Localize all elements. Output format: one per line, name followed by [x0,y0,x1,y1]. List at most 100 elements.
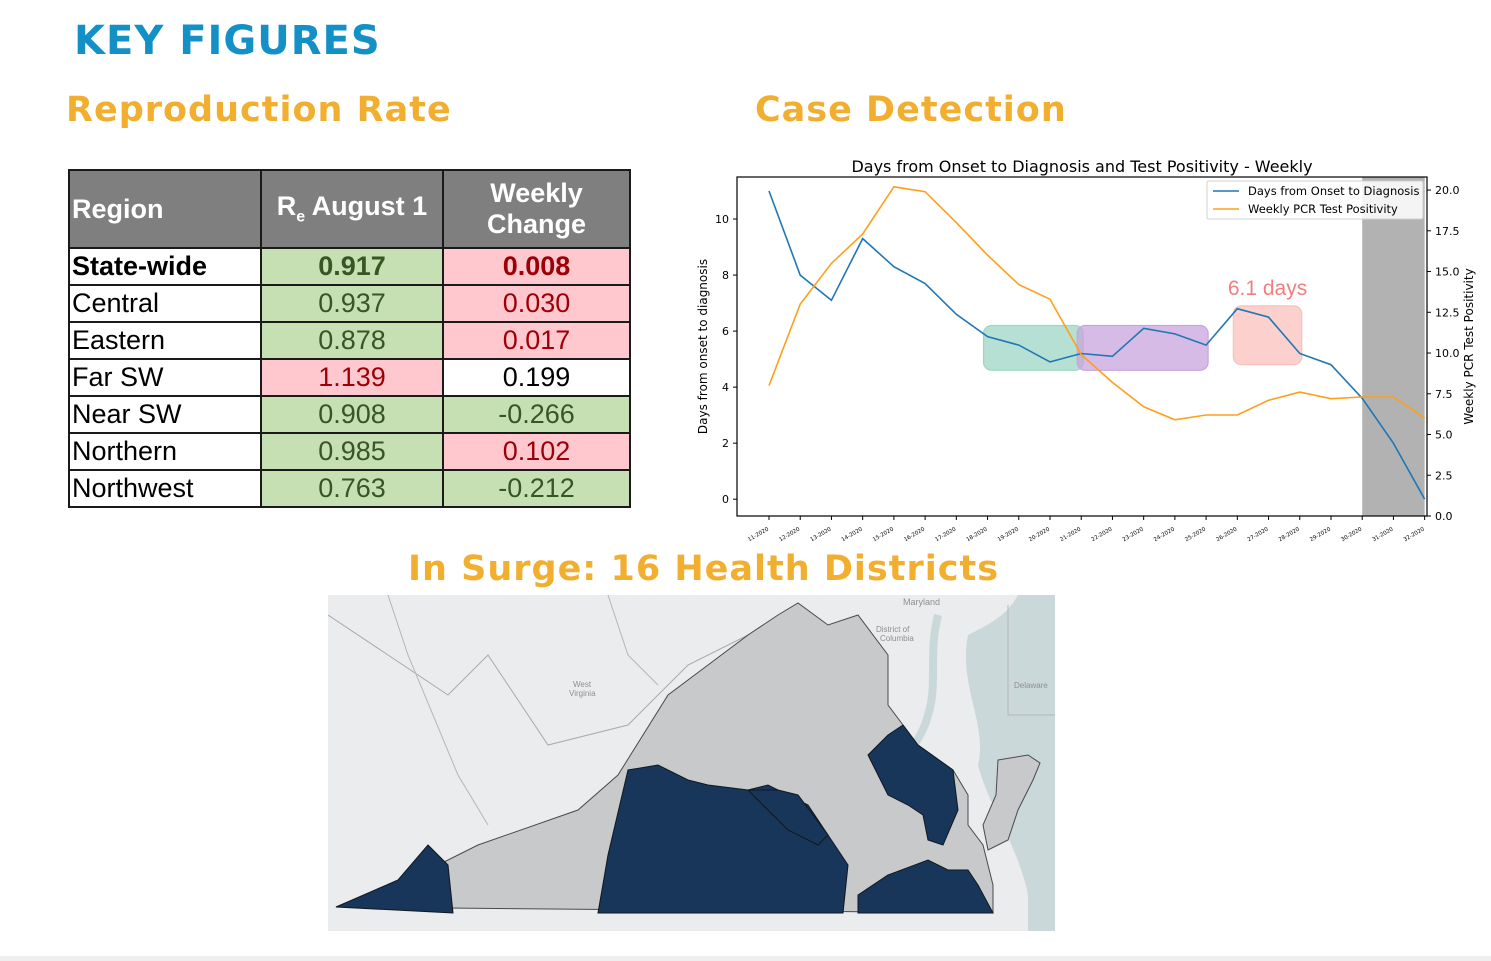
series-line-days-to-diagnosis [768,190,1426,500]
x-tick-label: 17-2020 [934,526,957,543]
table-row: Northern 0.985 0.102 [68,432,631,471]
y-tick-label: 4 [722,381,729,394]
table-row: Far SW 1.139 0.199 [68,358,631,397]
plot-frame [736,176,1428,517]
x-tick-label: 15-2020 [872,526,895,543]
page-title: KEY FIGURES [74,18,381,64]
x-tick-label: 21-2020 [1059,526,1082,543]
y2-axis-label: Weekly PCR Test Positivity [1462,268,1476,424]
highlight-box [1076,324,1209,371]
y2-tick-label: 12.5 [1435,306,1460,319]
weekly-change-column-header: Weekly Change [442,169,631,249]
x-tick-label: 13-2020 [810,526,833,543]
x-tick-label: 32-2020 [1403,526,1426,543]
table-body: State-wide 0.917 0.008 Central 0.937 0.030 Eas… [68,247,631,508]
region-cell: Northern [68,432,262,471]
legend-box [1206,180,1424,220]
table-row: State-wide 0.917 0.008 [68,247,631,286]
y-tick-label: 0 [722,493,729,506]
x-tick-label: 26-2020 [1215,526,1238,543]
x-tick-label: 28-2020 [1278,526,1301,543]
footer-divider [0,956,1491,961]
y-tick-label: 2 [722,437,729,450]
y-axis-label: Days from onset to diagnosis [696,259,710,434]
legend-label: Days from Onset to Diagnosis [1248,184,1419,198]
weekly-change-cell: 0.102 [442,432,631,471]
weekly-change-cell: 0.017 [442,321,631,360]
case-detection-chart: 6.1 days Days from Onset to Diagnosis and… [696,157,1476,543]
highlight-box [1232,305,1303,366]
x-tick-label: 27-2020 [1247,526,1270,543]
x-tick-label: 30-2020 [1340,526,1363,543]
region-cell: Near SW [68,395,262,434]
region-cell: Northwest [68,469,262,508]
region-column-header: Region [68,169,262,249]
eastern-shore [982,754,1041,851]
re-value-cell: 0.937 [260,284,444,323]
state-border-delaware [1007,605,1055,716]
weekly-change-cell: -0.212 [442,469,631,508]
weekly-change-cell: 0.199 [442,358,631,397]
delaware-label: Delaware [1014,681,1048,690]
x-tick-label: 11-2020 [747,526,770,543]
x-tick-label: 18-2020 [966,526,989,543]
virginia-surge-map: Maryland District of Columbia West Virgi… [328,595,1055,931]
re-column-header: Re August 1 [260,169,444,249]
region-cell: Central [68,284,262,323]
surge-district-lenowisco [335,844,454,914]
wv-label-line2: Virginia [569,689,596,698]
re-value-cell: 0.985 [260,432,444,471]
maryland-label: Maryland [903,597,940,607]
table-row: Near SW 0.908 -0.266 [68,395,631,434]
region-cell: Eastern [68,321,262,360]
table-header-row: Region Re August 1 Weekly Change [68,169,631,249]
x-tick-label: 14-2020 [841,526,864,543]
surge-heading: In Surge: 16 Health Districts [408,549,1000,589]
re-symbol: R [276,191,297,222]
table-row: Eastern 0.878 0.017 [68,321,631,360]
region-cell: State-wide [68,247,262,286]
x-tick-label: 19-2020 [997,526,1020,543]
re-value-cell: 0.763 [260,469,444,508]
x-tick-label: 29-2020 [1309,526,1332,543]
x-tick-label: 12-2020 [778,526,801,543]
x-tick-label: 16-2020 [903,526,926,543]
state-border-line [328,604,799,746]
re-subscript: e [296,208,306,226]
x-tick-label: 24-2020 [1153,526,1176,543]
case-detection-heading: Case Detection [755,90,1067,130]
legend-label: Weekly PCR Test Positivity [1248,202,1398,216]
y2-tick-label: 10.0 [1435,347,1460,360]
series-line-test-positivity [768,185,1426,421]
weekly-change-cell: 0.008 [442,247,631,286]
surge-district-three-rivers [867,724,959,846]
county-line [607,595,659,686]
y2-tick-label: 7.5 [1435,388,1453,401]
x-tick-label: 23-2020 [1122,526,1145,543]
y2-tick-label: 5.0 [1435,429,1453,442]
y2-tick-label: 0.0 [1435,510,1453,523]
weekly-change-header-line2: Change [486,209,586,239]
highlight-label: 6.1 days [1228,277,1307,300]
reproduction-rate-heading: Reproduction Rate [66,90,452,130]
x-tick-label: 25-2020 [1184,526,1207,543]
surge-district-piedmont [746,789,829,846]
x-tick-label: 22-2020 [1091,526,1114,543]
x-tick-label: 31-2020 [1372,526,1395,543]
y2-tick-label: 17.5 [1435,225,1460,238]
county-line [387,595,489,826]
table-row: Central 0.937 0.030 [68,284,631,323]
y2-tick-label: 2.5 [1435,469,1453,482]
x-tick-label: 20-2020 [1028,526,1051,543]
re-value-cell: 1.139 [260,358,444,397]
re-value-cell: 0.908 [260,395,444,434]
dc-label-line1: District of [876,625,910,634]
dc-label-line2: Columbia [880,634,914,643]
weekly-change-cell: -0.266 [442,395,631,434]
weekly-change-cell: 0.030 [442,284,631,323]
y2-tick-label: 20.0 [1435,184,1460,197]
table-row: Northwest 0.763 -0.212 [68,469,631,508]
shaded-region [1362,177,1425,516]
reproduction-rate-table: Region Re August 1 Weekly Change State-wi… [68,169,631,508]
re-date: August 1 [305,191,428,222]
